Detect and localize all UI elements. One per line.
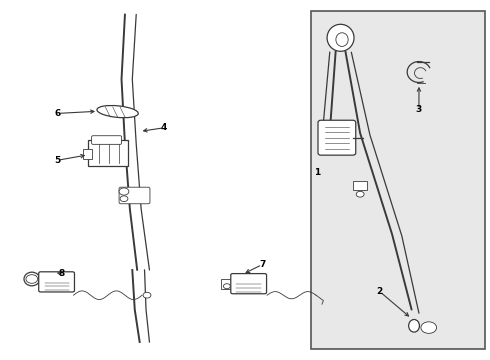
Circle shape: [119, 188, 129, 195]
Circle shape: [26, 275, 38, 283]
Text: 4: 4: [161, 123, 168, 132]
Circle shape: [120, 196, 128, 202]
Bar: [221, 279, 232, 289]
FancyBboxPatch shape: [318, 120, 356, 155]
Circle shape: [356, 192, 364, 197]
Text: 7: 7: [259, 260, 266, 269]
Circle shape: [143, 292, 151, 298]
Ellipse shape: [336, 33, 348, 46]
Circle shape: [421, 322, 437, 333]
FancyBboxPatch shape: [39, 272, 74, 292]
Ellipse shape: [409, 320, 419, 332]
Circle shape: [223, 284, 230, 289]
Text: 6: 6: [55, 109, 61, 118]
Text: 8: 8: [58, 269, 64, 278]
FancyBboxPatch shape: [119, 187, 150, 204]
Ellipse shape: [97, 105, 138, 118]
FancyBboxPatch shape: [231, 274, 267, 294]
Ellipse shape: [24, 272, 40, 286]
Bar: [311, 11, 485, 349]
Text: 5: 5: [55, 156, 61, 165]
Bar: [353, 181, 367, 190]
FancyBboxPatch shape: [92, 136, 122, 144]
Ellipse shape: [327, 24, 354, 51]
Text: 1: 1: [315, 168, 320, 177]
FancyBboxPatch shape: [88, 140, 128, 166]
Text: 3: 3: [416, 105, 422, 114]
Bar: [83, 149, 92, 159]
Text: 2: 2: [377, 287, 383, 296]
